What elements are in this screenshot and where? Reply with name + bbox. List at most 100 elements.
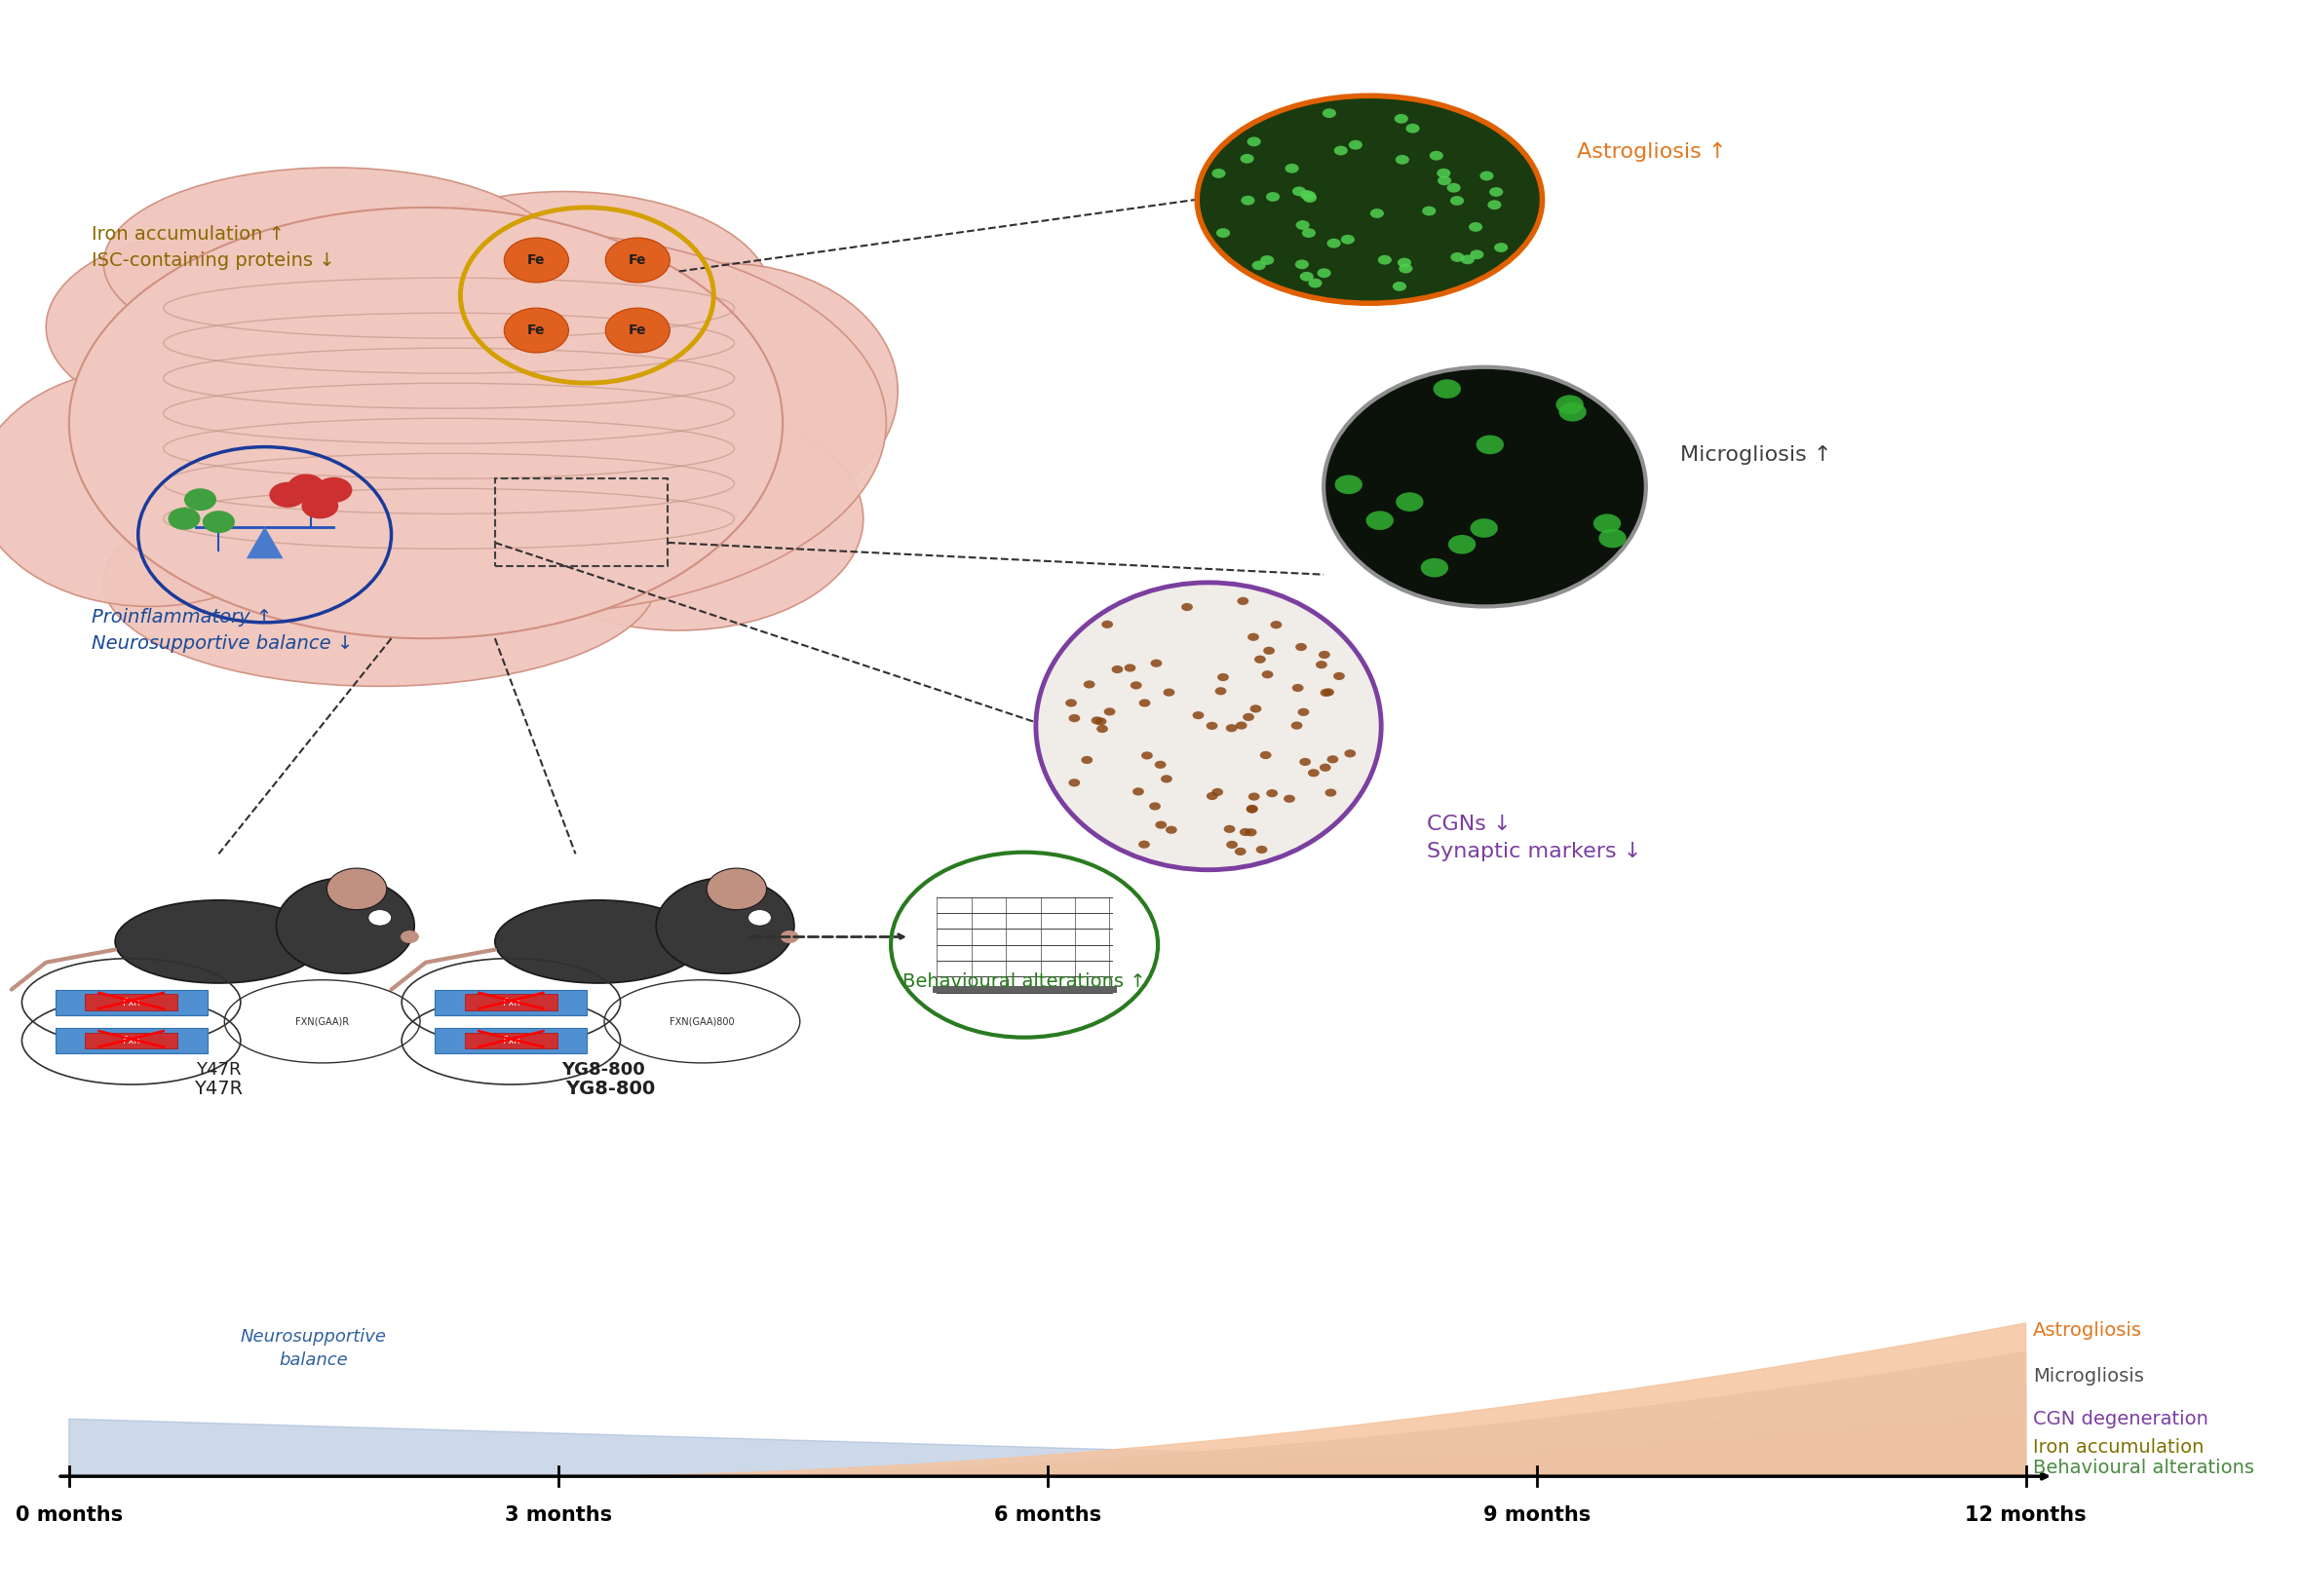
Circle shape — [1266, 790, 1278, 798]
FancyBboxPatch shape — [435, 990, 587, 1015]
FancyBboxPatch shape — [55, 1028, 207, 1053]
Circle shape — [707, 868, 767, 910]
Circle shape — [1096, 718, 1107, 726]
Circle shape — [1139, 841, 1151, 849]
Ellipse shape — [150, 231, 886, 614]
Circle shape — [1271, 621, 1282, 629]
Circle shape — [1215, 688, 1227, 696]
Circle shape — [1489, 187, 1503, 196]
Circle shape — [1163, 688, 1174, 696]
Circle shape — [1298, 709, 1310, 717]
Text: 0 months: 0 months — [16, 1505, 122, 1524]
Circle shape — [1257, 846, 1268, 854]
Circle shape — [1291, 685, 1303, 693]
Circle shape — [1149, 803, 1160, 811]
Circle shape — [605, 308, 670, 353]
Circle shape — [1123, 664, 1135, 672]
Circle shape — [1248, 634, 1259, 642]
FancyBboxPatch shape — [465, 1033, 557, 1049]
Circle shape — [1395, 492, 1423, 511]
Circle shape — [1181, 603, 1192, 611]
Circle shape — [1285, 795, 1296, 803]
Circle shape — [1301, 190, 1314, 200]
Text: Iron accumulation: Iron accumulation — [2033, 1438, 2203, 1457]
Circle shape — [1326, 788, 1337, 796]
Circle shape — [1218, 674, 1229, 681]
Text: FXN(GAA)800: FXN(GAA)800 — [670, 1017, 734, 1026]
Circle shape — [1598, 528, 1625, 547]
Circle shape — [1407, 123, 1420, 132]
Circle shape — [1264, 646, 1275, 654]
Circle shape — [1434, 380, 1462, 399]
Circle shape — [504, 238, 569, 282]
Circle shape — [1133, 787, 1144, 795]
Text: 9 months: 9 months — [1482, 1505, 1591, 1524]
Text: Fxn: Fxn — [502, 998, 520, 1007]
Circle shape — [1317, 661, 1328, 669]
Circle shape — [1335, 476, 1363, 495]
Text: YG8-800: YG8-800 — [564, 1079, 656, 1098]
Text: Astrogliosis: Astrogliosis — [2033, 1321, 2141, 1341]
Circle shape — [1558, 402, 1586, 421]
Circle shape — [1450, 252, 1464, 262]
Circle shape — [1245, 806, 1257, 814]
Circle shape — [302, 493, 338, 519]
Circle shape — [1245, 804, 1257, 812]
Circle shape — [1139, 699, 1151, 707]
Circle shape — [1211, 788, 1222, 796]
Circle shape — [1365, 511, 1393, 530]
Polygon shape — [884, 1385, 2026, 1476]
Circle shape — [1395, 155, 1409, 164]
Circle shape — [1192, 712, 1204, 720]
Text: Fxn: Fxn — [122, 1036, 140, 1045]
Circle shape — [1448, 184, 1462, 193]
Circle shape — [1215, 228, 1229, 238]
Circle shape — [1105, 707, 1116, 715]
Circle shape — [656, 878, 794, 974]
Circle shape — [1248, 793, 1259, 801]
Text: Proinflammatory ↑
Neurosupportive balance ↓: Proinflammatory ↑ Neurosupportive balanc… — [92, 608, 355, 653]
Text: YG8-800: YG8-800 — [562, 1061, 645, 1079]
Text: Behavioural alterations ↑: Behavioural alterations ↑ — [902, 972, 1146, 991]
Text: Fe: Fe — [527, 324, 546, 337]
Text: 6 months: 6 months — [994, 1505, 1100, 1524]
Circle shape — [1225, 725, 1236, 733]
Circle shape — [1227, 841, 1238, 849]
Text: Fxn: Fxn — [502, 1036, 520, 1045]
Circle shape — [1103, 621, 1114, 629]
Circle shape — [1450, 196, 1464, 206]
Circle shape — [1393, 281, 1407, 290]
Circle shape — [368, 910, 391, 926]
Text: Fe: Fe — [628, 324, 647, 337]
Polygon shape — [1047, 1414, 2026, 1476]
Circle shape — [1593, 514, 1621, 533]
Circle shape — [1206, 792, 1218, 800]
Circle shape — [168, 508, 200, 530]
Circle shape — [1266, 192, 1280, 201]
Ellipse shape — [1197, 96, 1542, 303]
Circle shape — [1151, 659, 1163, 667]
Circle shape — [1255, 656, 1266, 664]
Text: CGNs ↓
Synaptic markers ↓: CGNs ↓ Synaptic markers ↓ — [1427, 814, 1641, 862]
Circle shape — [1156, 820, 1167, 828]
Circle shape — [1296, 643, 1308, 651]
Text: Behavioural alterations: Behavioural alterations — [2033, 1459, 2254, 1476]
Circle shape — [1423, 206, 1436, 215]
Circle shape — [1308, 769, 1319, 777]
Polygon shape — [640, 1352, 2026, 1476]
Circle shape — [276, 878, 414, 974]
Circle shape — [1259, 255, 1273, 265]
Circle shape — [1436, 168, 1450, 177]
Circle shape — [1308, 278, 1321, 287]
Circle shape — [1160, 776, 1172, 784]
Circle shape — [1296, 260, 1310, 270]
Circle shape — [1340, 235, 1354, 244]
Circle shape — [1261, 670, 1273, 678]
Circle shape — [1317, 268, 1331, 278]
FancyBboxPatch shape — [55, 990, 207, 1015]
Text: Iron accumulation ↑
ISC-containing proteins ↓: Iron accumulation ↑ ISC-containing prote… — [92, 225, 336, 270]
Circle shape — [1245, 828, 1257, 836]
FancyBboxPatch shape — [435, 1028, 587, 1053]
Polygon shape — [557, 1323, 2026, 1476]
Circle shape — [1091, 717, 1103, 725]
